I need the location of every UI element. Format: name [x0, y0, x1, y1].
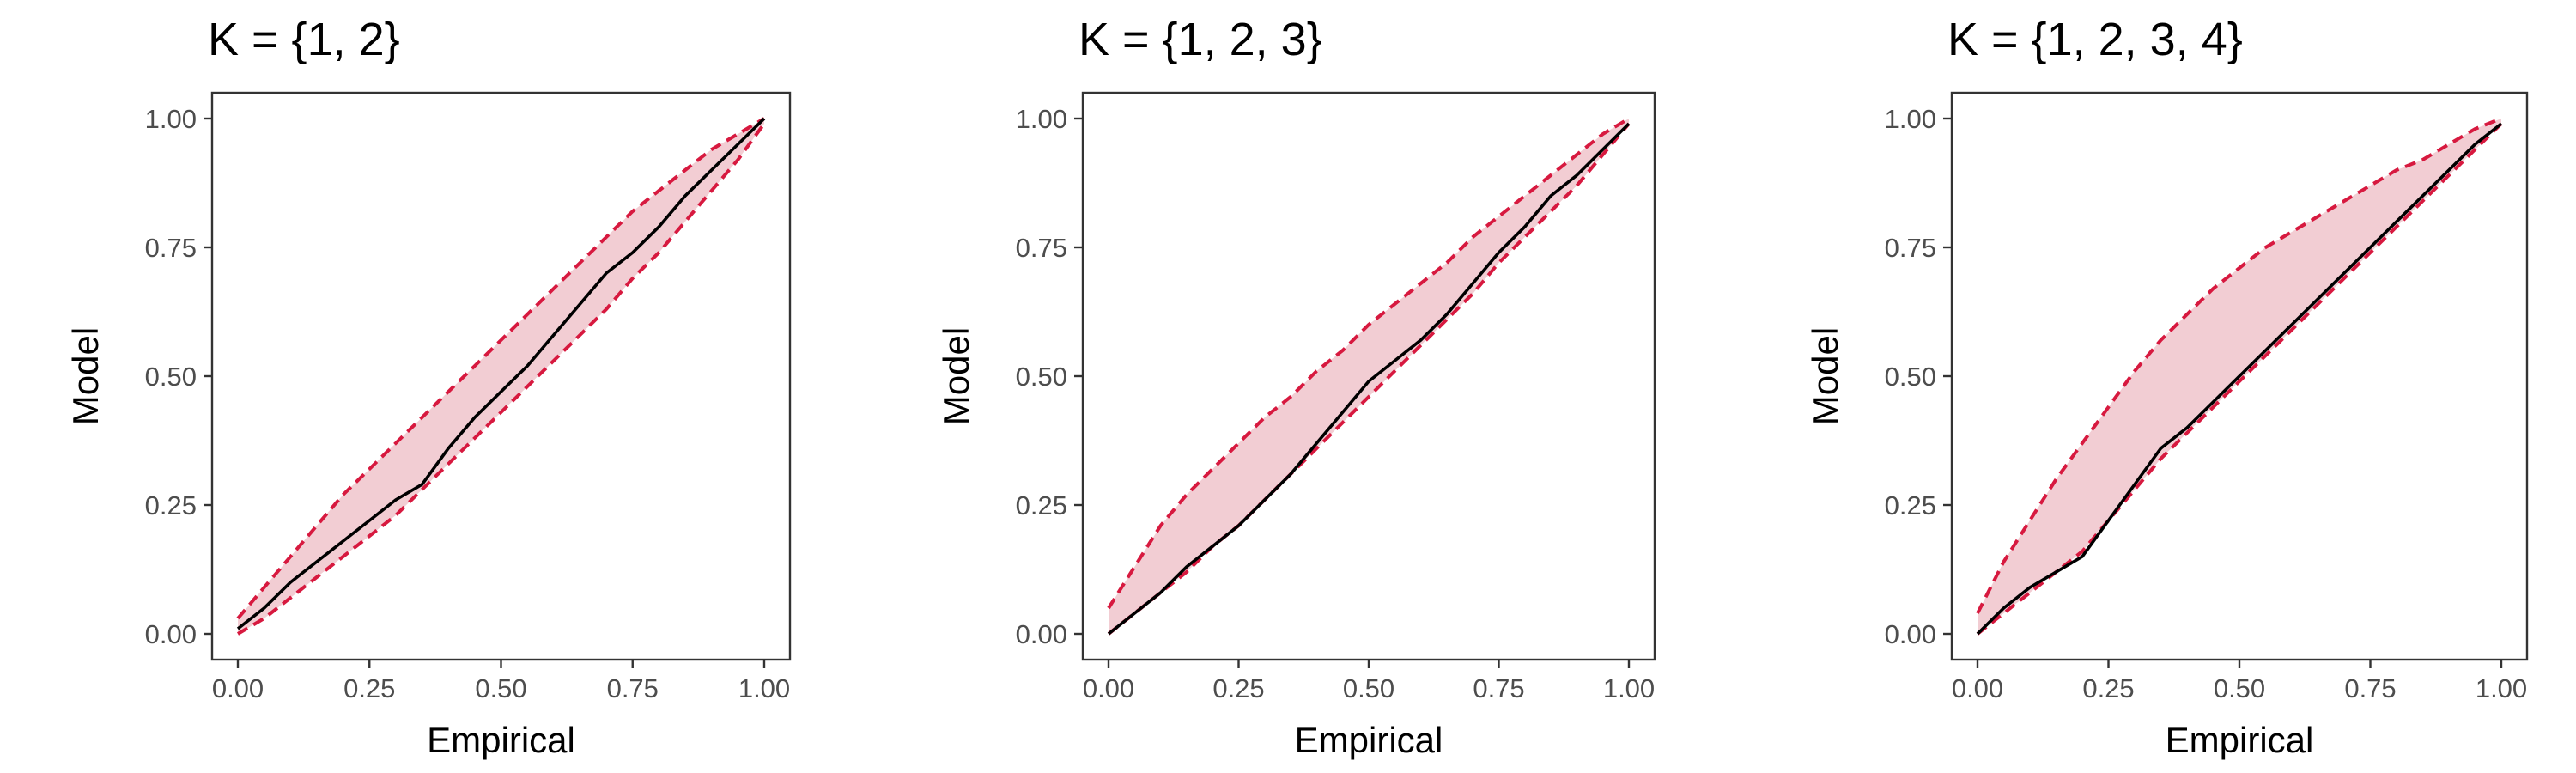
model-estimate-line: [236, 117, 766, 630]
y-tick-label: 0.50: [145, 362, 197, 392]
chart-panel-1: 0.00 0.25 0.50 0.75 1.00 0.00 0.25 0.50 0.75 1.00…: [65, 14, 792, 760]
chart-panel-2: 0.00 0.25 0.50 0.75 1.00 0.00 0.25 0.50 0.75 1.00…: [936, 14, 1656, 760]
model-estimate-line: [1107, 122, 1631, 636]
confidence-band: [1109, 119, 1629, 634]
x-axis-label: Empirical: [427, 720, 575, 760]
y-axis-label: Model: [936, 327, 976, 425]
y-tick-label: 0.25: [1885, 490, 1936, 520]
y-tick-label: 0.00: [1885, 619, 1936, 649]
model-estimate-line: [1976, 122, 2503, 636]
x-tick-label: 0.50: [1343, 673, 1394, 703]
chart-title: K = {1, 2, 3, 4}: [1947, 14, 2243, 65]
upper-bound-line: [1976, 117, 2502, 614]
y-tick-label: 0.25: [145, 490, 197, 520]
x-tick-label: 0.00: [1083, 673, 1134, 703]
x-tick-label: 0.00: [212, 673, 264, 703]
y-tick-label: 0.75: [145, 233, 197, 263]
x-tick-label: 0.25: [1212, 673, 1264, 703]
x-tick-label: 0.50: [475, 673, 526, 703]
upper-bound-line: [236, 117, 766, 620]
x-tick-label: 0.75: [607, 673, 659, 703]
lower-bound-line: [1107, 122, 1631, 636]
y-tick-label: 0.50: [1885, 362, 1936, 392]
chart-title: K = {1, 2, 3}: [1078, 14, 1322, 65]
y-tick-label: 0.75: [1885, 233, 1936, 263]
lower-bound-line: [236, 122, 766, 636]
x-axis-label: Empirical: [2166, 720, 2314, 760]
y-tick-label: 0.00: [145, 619, 197, 649]
y-tick-label: 1.00: [1885, 104, 1936, 134]
x-tick-label: 1.00: [2476, 673, 2527, 703]
y-tick-label: 1.00: [145, 104, 197, 134]
y-tick-label: 1.00: [1016, 104, 1067, 134]
upper-bound-line: [1107, 117, 1631, 610]
y-tick-label: 0.50: [1016, 362, 1067, 392]
chart-title: K = {1, 2}: [208, 14, 400, 65]
x-tick-label: 0.50: [2214, 673, 2265, 703]
x-tick-label: 1.00: [738, 673, 790, 703]
x-tick-label: 1.00: [1603, 673, 1655, 703]
y-tick-label: 0.75: [1016, 233, 1067, 263]
chart-panel-3: 0.00 0.25 0.50 0.75 1.00 0.00 0.25 0.50 0.75 1.00…: [1805, 14, 2529, 760]
x-tick-label: 0.75: [1473, 673, 1524, 703]
y-tick-label: 0.25: [1016, 490, 1067, 520]
x-tick-label: 0.75: [2344, 673, 2396, 703]
x-tick-label: 0.00: [1952, 673, 2003, 703]
confidence-band: [238, 119, 764, 634]
x-axis-label: Empirical: [1295, 720, 1443, 760]
x-tick-label: 0.25: [343, 673, 395, 703]
y-axis-label: Model: [1805, 327, 1845, 425]
y-tick-label: 0.00: [1016, 619, 1067, 649]
y-axis-label: Model: [65, 327, 106, 425]
x-tick-label: 0.25: [2082, 673, 2134, 703]
